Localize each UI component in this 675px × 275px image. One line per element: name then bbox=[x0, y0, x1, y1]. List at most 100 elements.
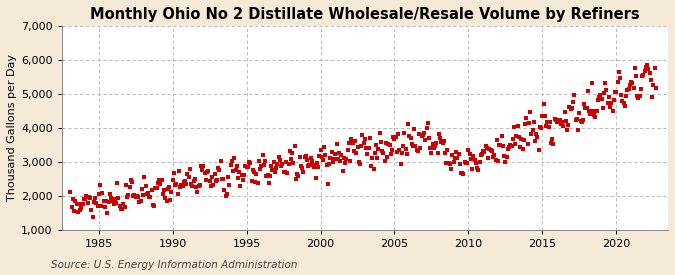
Point bbox=[117, 207, 128, 211]
Point bbox=[520, 122, 531, 126]
Point bbox=[596, 97, 607, 101]
Point bbox=[130, 195, 141, 200]
Point bbox=[235, 184, 246, 189]
Point bbox=[271, 166, 281, 171]
Point bbox=[331, 141, 342, 146]
Point bbox=[267, 168, 278, 172]
Point bbox=[292, 172, 302, 176]
Point bbox=[572, 128, 583, 132]
Point bbox=[129, 192, 140, 197]
Point bbox=[553, 119, 564, 123]
Point bbox=[426, 151, 437, 155]
Point bbox=[572, 117, 583, 121]
Point bbox=[576, 120, 587, 124]
Point bbox=[310, 176, 321, 180]
Point bbox=[84, 196, 95, 200]
Point bbox=[329, 156, 340, 161]
Point bbox=[167, 177, 178, 182]
Point bbox=[615, 76, 626, 81]
Point bbox=[493, 159, 504, 163]
Point bbox=[177, 184, 188, 188]
Point bbox=[602, 101, 613, 105]
Point bbox=[564, 104, 575, 109]
Point bbox=[273, 155, 284, 159]
Point bbox=[190, 185, 201, 189]
Point bbox=[194, 183, 205, 188]
Point bbox=[319, 145, 329, 150]
Point bbox=[354, 161, 365, 166]
Point bbox=[475, 153, 486, 157]
Point bbox=[526, 132, 537, 137]
Point bbox=[483, 156, 493, 161]
Point bbox=[608, 109, 618, 113]
Point bbox=[332, 156, 343, 161]
Point bbox=[456, 171, 466, 175]
Point bbox=[430, 144, 441, 148]
Point bbox=[378, 151, 389, 156]
Point bbox=[303, 164, 314, 169]
Point bbox=[240, 164, 251, 168]
Point bbox=[515, 145, 526, 149]
Point bbox=[233, 176, 244, 181]
Point bbox=[166, 189, 177, 194]
Point bbox=[566, 106, 577, 110]
Point bbox=[617, 99, 628, 103]
Point bbox=[400, 147, 411, 152]
Point bbox=[632, 94, 643, 98]
Point bbox=[563, 123, 574, 128]
Point bbox=[192, 190, 202, 194]
Point bbox=[82, 200, 93, 205]
Point bbox=[181, 182, 192, 186]
Point bbox=[544, 119, 555, 124]
Point bbox=[95, 182, 105, 187]
Point bbox=[326, 150, 337, 154]
Point bbox=[644, 70, 655, 75]
Point bbox=[114, 204, 125, 208]
Point bbox=[500, 160, 511, 164]
Point bbox=[145, 194, 156, 199]
Point bbox=[583, 89, 593, 93]
Point bbox=[423, 120, 433, 125]
Point bbox=[542, 120, 553, 124]
Point bbox=[494, 143, 505, 147]
Point bbox=[450, 155, 460, 160]
Point bbox=[569, 93, 580, 97]
Point bbox=[559, 109, 570, 114]
Point bbox=[178, 180, 189, 184]
Point bbox=[108, 202, 119, 206]
Point bbox=[388, 134, 399, 139]
Point bbox=[557, 120, 568, 124]
Point bbox=[387, 148, 398, 152]
Point bbox=[71, 202, 82, 206]
Point bbox=[261, 174, 272, 178]
Point bbox=[396, 161, 406, 166]
Point bbox=[410, 144, 421, 148]
Point bbox=[163, 187, 173, 191]
Point bbox=[448, 160, 459, 164]
Point bbox=[197, 168, 208, 172]
Point bbox=[263, 181, 274, 186]
Point bbox=[587, 109, 598, 114]
Point bbox=[299, 155, 310, 159]
Point bbox=[464, 152, 475, 157]
Point bbox=[570, 118, 581, 122]
Point bbox=[339, 156, 350, 160]
Point bbox=[111, 201, 122, 205]
Point bbox=[496, 134, 507, 139]
Point bbox=[533, 148, 544, 152]
Point bbox=[109, 197, 120, 202]
Point bbox=[214, 168, 225, 172]
Point bbox=[433, 131, 444, 136]
Point bbox=[565, 107, 576, 112]
Point bbox=[459, 160, 470, 164]
Point bbox=[621, 94, 632, 98]
Point bbox=[443, 161, 454, 165]
Point bbox=[537, 114, 547, 118]
Point bbox=[252, 181, 263, 186]
Point bbox=[403, 121, 414, 126]
Y-axis label: Thousand Gallons per Day: Thousand Gallons per Day bbox=[7, 54, 17, 201]
Point bbox=[330, 152, 341, 156]
Point bbox=[284, 148, 295, 153]
Point bbox=[441, 161, 452, 166]
Point bbox=[66, 205, 77, 209]
